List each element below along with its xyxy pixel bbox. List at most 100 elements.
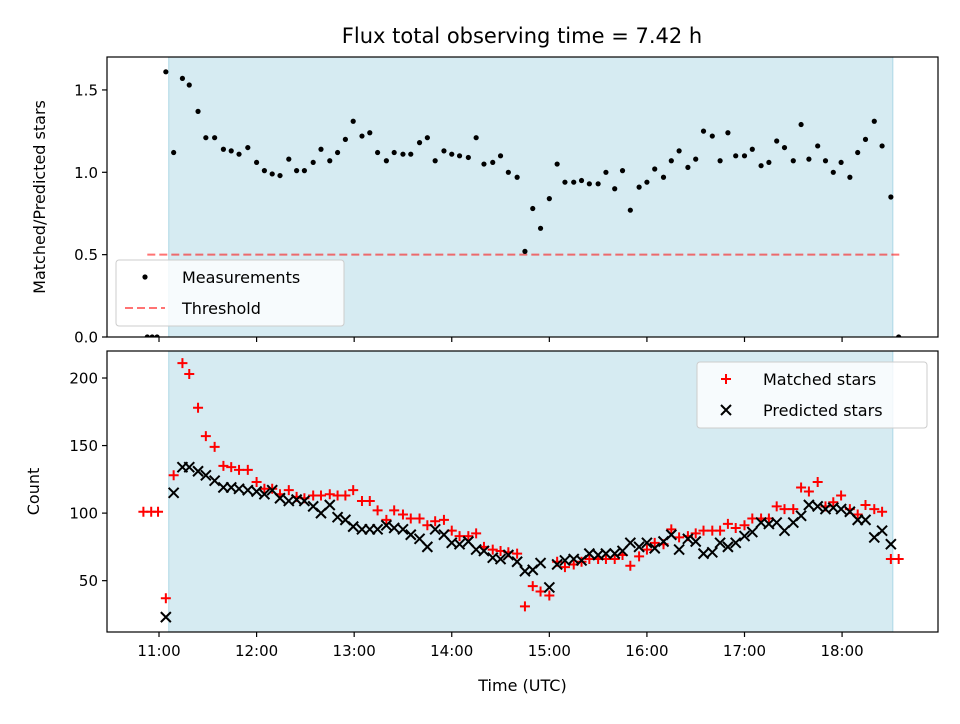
data-point — [709, 133, 715, 139]
data-point — [788, 504, 799, 515]
data-point — [481, 161, 487, 167]
y-tick-label: 0.0 — [74, 329, 98, 347]
y-tick-label: 200 — [69, 370, 98, 388]
data-point — [685, 164, 691, 170]
data-point — [771, 501, 782, 512]
data-point — [749, 146, 755, 152]
data-point — [514, 174, 520, 180]
data-point — [324, 489, 335, 500]
legend-label: Predicted stars — [763, 401, 883, 420]
data-point — [315, 490, 326, 501]
data-point — [258, 488, 271, 500]
data-point — [519, 601, 530, 612]
data-point — [167, 487, 180, 499]
data-point — [554, 161, 560, 167]
data-point — [609, 554, 620, 565]
data-point — [342, 136, 348, 142]
data-point — [397, 523, 409, 536]
data-point — [327, 158, 333, 164]
data-point — [812, 477, 823, 488]
data-point — [722, 541, 734, 553]
data-point — [697, 547, 710, 560]
data-point — [641, 537, 653, 549]
data-point — [367, 130, 373, 136]
data-point — [253, 159, 260, 166]
count-legend: Matched stars Predicted stars — [696, 361, 928, 429]
legend-box — [696, 361, 928, 429]
axes-frame — [106, 56, 939, 338]
data-point — [324, 499, 336, 511]
data-point — [673, 543, 685, 556]
data-point — [208, 474, 221, 487]
data-point — [781, 144, 788, 151]
data-point — [600, 547, 612, 560]
data-point — [796, 482, 807, 493]
figure-title: Flux total observing time = 7.42 h — [342, 24, 702, 48]
data-point — [571, 179, 577, 185]
data-point — [209, 441, 220, 452]
x-tick-label: 17:00 — [723, 642, 766, 660]
data-point — [619, 168, 626, 174]
data-point — [414, 513, 425, 524]
data-point — [153, 506, 164, 517]
count-panel: 11:00 12:00 13:00 14:00 15:00 16:00 17:00 18:00… — [24, 350, 939, 695]
data-point — [562, 179, 568, 185]
data-point — [478, 545, 490, 557]
data-point — [779, 504, 790, 515]
data-point — [286, 156, 292, 162]
data-point — [862, 136, 869, 142]
data-point — [438, 514, 449, 525]
data-point — [359, 133, 365, 139]
data-point — [388, 522, 400, 534]
data-point — [803, 499, 815, 511]
data-point — [644, 179, 650, 185]
data-point — [381, 514, 392, 525]
data-point — [160, 611, 172, 623]
data-point — [700, 128, 707, 134]
data-point — [251, 477, 262, 488]
data-point — [871, 118, 877, 124]
data-point — [612, 186, 618, 192]
data-point — [179, 75, 186, 82]
data-point — [746, 526, 759, 538]
data-point — [586, 181, 592, 187]
y-axis-label: Count — [24, 468, 43, 516]
data-point — [795, 510, 807, 522]
data-point — [220, 146, 227, 152]
data-point — [559, 554, 571, 567]
data-point — [559, 562, 570, 573]
data-point — [429, 523, 441, 536]
data-point — [177, 358, 188, 369]
data-point — [546, 196, 552, 202]
ratio-legend: Measurements Threshold — [115, 259, 345, 327]
data-point — [456, 153, 463, 159]
data-point — [847, 174, 853, 180]
data-point — [543, 581, 556, 594]
data-point — [725, 130, 731, 136]
data-point — [242, 464, 253, 475]
data-point — [163, 69, 169, 75]
data-point — [739, 520, 750, 531]
data-point — [530, 205, 536, 212]
data-point — [233, 483, 245, 495]
data-point — [277, 172, 283, 179]
data-point — [193, 402, 204, 413]
data-point — [195, 108, 201, 114]
data-point — [430, 516, 441, 527]
data-point — [331, 511, 344, 523]
data-point — [449, 151, 455, 157]
data-point — [522, 248, 528, 254]
data-point — [242, 484, 254, 496]
data-point — [665, 529, 678, 541]
data-point — [391, 149, 397, 156]
data-point — [348, 485, 359, 496]
data-point — [228, 148, 234, 154]
data-point — [859, 514, 872, 526]
data-point — [888, 194, 894, 200]
data-point — [625, 560, 636, 571]
data-point — [876, 524, 888, 537]
data-point — [603, 169, 609, 175]
data-point — [144, 334, 150, 337]
y-tick-label: 50 — [79, 572, 98, 590]
